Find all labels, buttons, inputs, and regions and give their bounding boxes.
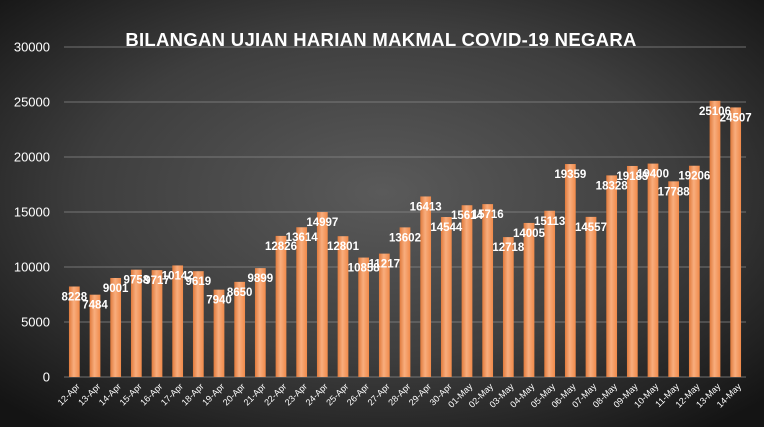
y-tick-label: 10000 xyxy=(14,260,50,275)
data-label: 15614 xyxy=(451,210,484,222)
bar xyxy=(213,289,225,377)
y-tick-label: 25000 xyxy=(14,95,50,110)
bar xyxy=(585,216,597,377)
bar xyxy=(502,237,514,377)
bar xyxy=(254,268,266,377)
bar xyxy=(606,175,618,377)
bar xyxy=(709,100,721,378)
y-tick-label: 5000 xyxy=(21,315,50,330)
data-label: 25106 xyxy=(699,106,731,118)
data-label: 9758 xyxy=(124,275,150,287)
data-label: 12718 xyxy=(492,242,525,254)
data-label: 24507 xyxy=(720,112,752,124)
bar xyxy=(130,269,142,377)
bar xyxy=(172,265,184,377)
bar xyxy=(337,236,349,377)
data-label: 15113 xyxy=(534,216,565,228)
data-label: 16413 xyxy=(410,201,442,213)
y-tick-label: 0 xyxy=(43,370,50,385)
data-label: 15716 xyxy=(472,209,504,221)
bar xyxy=(68,286,80,377)
data-label: 7940 xyxy=(206,295,232,307)
bar xyxy=(668,181,680,377)
data-label: 9899 xyxy=(248,273,274,285)
bar xyxy=(482,204,494,377)
data-label: 9717 xyxy=(144,275,170,287)
data-label: 12801 xyxy=(327,241,360,253)
bar xyxy=(647,163,659,377)
data-label: 14997 xyxy=(306,217,338,229)
data-label: 10858 xyxy=(348,263,381,275)
data-label: 19359 xyxy=(554,169,586,181)
bar xyxy=(399,227,411,377)
data-label: 10142 xyxy=(162,270,194,282)
data-label: 19185 xyxy=(616,171,649,183)
bar xyxy=(358,257,370,377)
bar xyxy=(234,281,246,377)
bar xyxy=(461,205,473,377)
data-label: 17788 xyxy=(658,186,691,198)
data-label: 14557 xyxy=(575,222,607,234)
data-label: 8228 xyxy=(62,291,88,303)
bar xyxy=(275,235,287,377)
bar xyxy=(420,196,432,377)
bar xyxy=(110,277,122,377)
bar xyxy=(523,222,535,377)
bar xyxy=(378,253,390,377)
data-label: 9619 xyxy=(186,276,212,288)
y-tick-label: 20000 xyxy=(14,150,50,165)
y-axis: 0 5000 10000 15000 20000 25000 30000 xyxy=(14,40,50,385)
bar xyxy=(316,212,328,377)
bar xyxy=(440,217,452,377)
bar xyxy=(730,107,742,377)
bar xyxy=(89,294,101,377)
data-label: 18328 xyxy=(596,180,629,192)
data-label: 19400 xyxy=(637,169,669,181)
bar xyxy=(688,165,700,377)
bar xyxy=(192,271,204,377)
bar xyxy=(626,165,638,377)
bar xyxy=(544,210,556,377)
y-tick-label: 15000 xyxy=(14,205,50,220)
data-label: 9001 xyxy=(103,283,129,295)
chart-title: BILANGAN UJIAN HARIAN MAKMAL COVID-19 NE… xyxy=(125,29,636,50)
data-label: 14544 xyxy=(430,222,463,234)
data-label: 13602 xyxy=(389,232,421,244)
bars xyxy=(68,100,742,378)
data-label: 13614 xyxy=(286,232,319,244)
data-label: 7484 xyxy=(82,300,108,312)
data-label: 8650 xyxy=(227,287,253,299)
bar xyxy=(296,227,308,377)
data-label: 19206 xyxy=(678,171,710,183)
y-tick-label: 30000 xyxy=(14,40,50,55)
bar xyxy=(564,164,576,377)
data-label: 11217 xyxy=(369,259,400,271)
bar xyxy=(151,270,163,377)
data-label: 14005 xyxy=(513,228,546,240)
data-label: 12826 xyxy=(265,241,297,253)
